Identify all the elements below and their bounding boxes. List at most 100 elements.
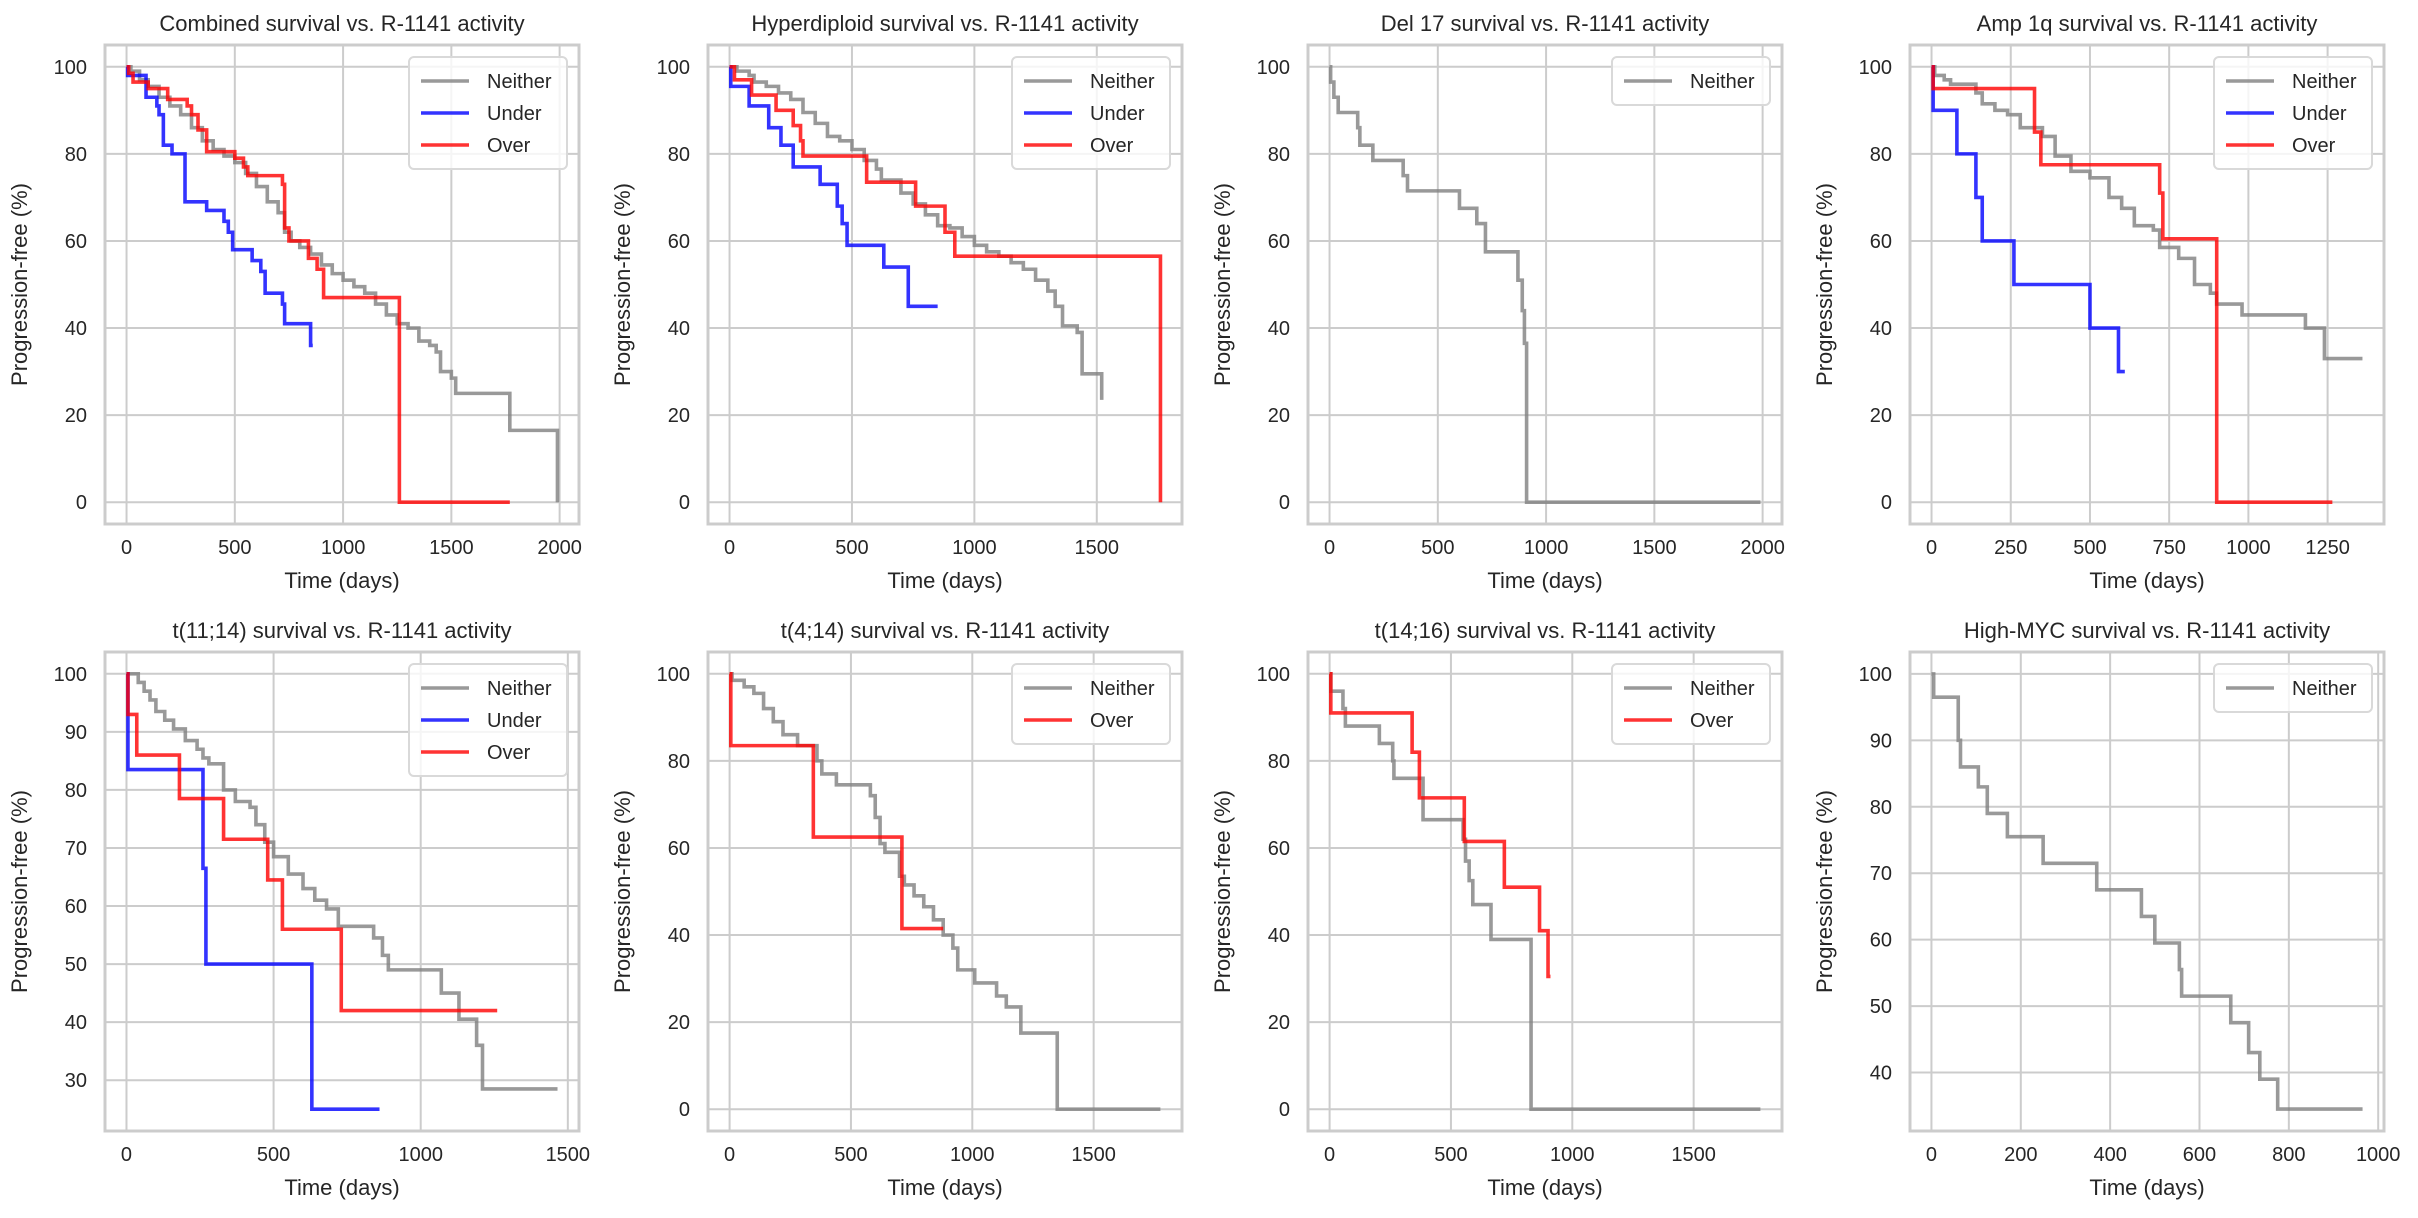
legend-label-neither: Neither [1090, 71, 1155, 93]
x-tick-label: 1500 [1071, 1144, 1116, 1166]
y-tick-label: 0 [1279, 492, 1290, 514]
x-axis-label: Time (days) [887, 1175, 1002, 1200]
x-tick-label: 500 [1421, 537, 1454, 559]
y-tick-label: 80 [1268, 144, 1290, 166]
x-axis-label: Time (days) [2089, 1175, 2204, 1200]
panel-t-11-14: 0 500 1000 1500 30 40 50 60 70 80 90 100 t(11;14) su… [7, 618, 590, 1200]
y-axis-label: Progression-free (%) [7, 790, 32, 993]
legend-label-under: Under [2292, 103, 2347, 125]
x-tick-label: 1000 [1550, 1144, 1595, 1166]
y-axis-label: Progression-free (%) [1812, 790, 1837, 993]
legend: Neither Under Over [408, 56, 568, 170]
legend-label-over: Over [487, 135, 531, 157]
series-over-curve [126, 671, 498, 1013]
x-axis-label: Time (days) [2089, 568, 2204, 593]
legend-label-under: Under [487, 103, 542, 125]
chart-title: t(4;14) survival vs. R-1141 activity [781, 618, 1109, 643]
x-tick-label: 1500 [1671, 1144, 1716, 1166]
y-tick-label: 90 [65, 722, 87, 744]
legend-label-neither: Neither [1690, 678, 1755, 700]
x-tick-label: 0 [724, 537, 735, 559]
chart-title: t(14;16) survival vs. R-1141 activity [1375, 618, 1716, 643]
y-tick-label: 50 [65, 954, 87, 976]
y-tick-label: 100 [657, 664, 690, 686]
y-tick-label: 0 [679, 492, 690, 514]
legend-label-neither: Neither [487, 678, 552, 700]
legend: Neither [1611, 56, 1771, 106]
legend-box [1011, 663, 1171, 745]
y-tick-label: 80 [1268, 751, 1290, 773]
legend-label-under: Under [1090, 103, 1145, 125]
y-axis-label: Progression-free (%) [610, 183, 635, 386]
x-tick-label: 750 [2152, 537, 2185, 559]
series-over-curve [729, 64, 1163, 503]
series-under-curve [728, 64, 938, 309]
chart-title: Amp 1q survival vs. R-1141 activity [1977, 11, 2318, 36]
y-tick-label: 100 [1859, 57, 1892, 79]
series-under-curve [126, 671, 380, 1112]
x-tick-label: 1500 [546, 1144, 591, 1166]
x-tick-label: 500 [834, 1144, 867, 1166]
legend: Neither [2213, 663, 2373, 713]
chart-title: Del 17 survival vs. R-1141 activity [1381, 11, 1710, 36]
y-tick-label: 0 [679, 1099, 690, 1121]
y-tick-label: 60 [1870, 930, 1892, 952]
x-tick-label: 2000 [537, 537, 582, 559]
y-tick-label: 40 [65, 318, 87, 340]
y-tick-label: 20 [1268, 1012, 1290, 1034]
chart-title: t(11;14) survival vs. R-1141 activity [172, 618, 511, 643]
y-tick-label: 60 [1268, 231, 1290, 253]
x-tick-label: 0 [1324, 1144, 1335, 1166]
y-tick-label: 50 [1870, 996, 1892, 1018]
x-tick-label: 1000 [321, 537, 366, 559]
legend-label-neither: Neither [2292, 71, 2357, 93]
y-tick-label: 0 [1881, 492, 1892, 514]
legend-label-neither: Neither [1090, 678, 1155, 700]
y-tick-label: 60 [668, 838, 690, 860]
legend: Neither Under Over [1011, 56, 1171, 170]
y-tick-label: 60 [65, 896, 87, 918]
series-neither-curve [126, 64, 560, 503]
axes-frame [706, 650, 1184, 1133]
legend-label-over: Over [2292, 135, 2336, 157]
y-tick-label: 40 [668, 925, 690, 947]
axes-frame [1908, 43, 2386, 526]
x-tick-label: 2000 [1740, 537, 1785, 559]
x-tick-label: 0 [121, 1144, 132, 1166]
axes-frame [1306, 43, 1784, 526]
x-tick-label: 250 [1994, 537, 2027, 559]
series-over-curve [126, 64, 510, 505]
y-tick-label: 100 [657, 57, 690, 79]
x-axis-label: Time (days) [284, 1175, 399, 1200]
legend: Neither Under Over [408, 663, 568, 777]
y-tick-label: 80 [668, 144, 690, 166]
y-tick-label: 20 [668, 405, 690, 427]
y-axis-label: Progression-free (%) [1210, 790, 1235, 993]
y-tick-label: 60 [668, 231, 690, 253]
chart-title: High-MYC survival vs. R-1141 activity [1964, 618, 2330, 643]
x-tick-label: 1000 [2226, 537, 2271, 559]
legend-label-neither: Neither [1690, 71, 1755, 93]
x-tick-label: 1500 [1632, 537, 1677, 559]
series-under-curve [125, 64, 313, 348]
series-neither-curve [729, 64, 1104, 400]
panel-del-17: 0 500 1000 1500 2000 0 20 40 60 80 100 Del 17 survi… [1210, 11, 1785, 593]
y-axis-label: Progression-free (%) [1210, 183, 1235, 386]
axes-frame [1306, 650, 1784, 1133]
y-tick-label: 0 [1279, 1099, 1290, 1121]
series-over-curve [1931, 64, 2333, 505]
y-tick-label: 100 [54, 664, 87, 686]
panel-hyperdiploid: 0 500 1000 1500 0 20 40 60 80 100 Hyperdiploid sur… [610, 11, 1184, 593]
x-tick-label: 0 [1926, 1144, 1937, 1166]
x-tick-label: 400 [2093, 1144, 2126, 1166]
legend-label-neither: Neither [487, 71, 552, 93]
x-tick-label: 1000 [1524, 537, 1569, 559]
legend: Neither Over [1011, 663, 1171, 745]
series-neither-curve [126, 671, 558, 1091]
x-tick-label: 1500 [429, 537, 474, 559]
series-neither-curve [1328, 64, 1761, 505]
y-tick-label: 90 [1870, 730, 1892, 752]
y-tick-label: 80 [668, 751, 690, 773]
y-tick-label: 20 [1268, 405, 1290, 427]
